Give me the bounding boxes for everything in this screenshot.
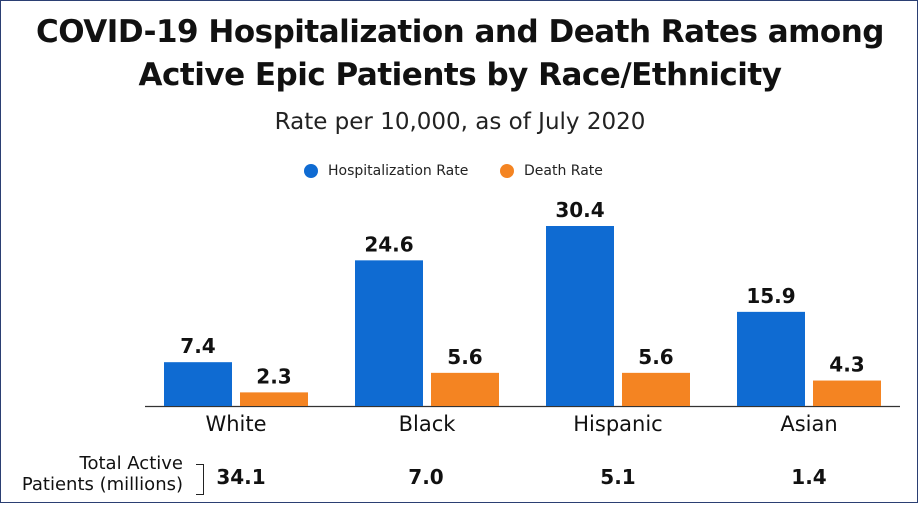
data-label-death-hispanic: 5.6 [638, 345, 673, 369]
data-label-death-white: 2.3 [256, 364, 291, 388]
legend-swatch-death [500, 164, 514, 178]
bar-death-asian [813, 380, 881, 406]
data-label-hospitalization-hispanic: 30.4 [555, 198, 604, 222]
totals-label-line-2: Patients (millions) [21, 474, 183, 495]
legend-item-hospitalization: Hospitalization Rate [304, 163, 468, 179]
total-value-asian: 1.4 [791, 465, 827, 489]
bar-hospitalization-hispanic [546, 226, 614, 406]
total-value-hispanic: 5.1 [600, 465, 636, 489]
totals-label: Total Active Patients (millions) [0, 453, 183, 495]
chart-title-line-2: Active Epic Patients by Race/Ethnicity [138, 57, 782, 93]
data-label-hospitalization-asian: 15.9 [746, 284, 795, 308]
data-label-death-asian: 4.3 [829, 353, 864, 377]
x-tick-label-asian: Asian [780, 412, 837, 436]
legend: Hospitalization Rate Death Rate [0, 163, 920, 183]
total-value-black: 7.0 [408, 465, 444, 489]
bar-death-hispanic [622, 372, 690, 406]
bar-death-white [240, 392, 308, 406]
bar-hospitalization-white [164, 362, 232, 406]
data-label-death-black: 5.6 [447, 345, 482, 369]
legend-swatch-hospitalization [304, 164, 318, 178]
totals-label-line-1: Total Active [79, 453, 183, 474]
bar-hospitalization-asian [737, 311, 805, 406]
x-tick-label-hispanic: Hispanic [573, 412, 662, 436]
chart-title-line-1: COVID-19 Hospitalization and Death Rates… [36, 14, 884, 50]
data-label-hospitalization-black: 24.6 [364, 232, 413, 256]
bar-death-black [431, 372, 499, 406]
x-tick-label-black: Black [399, 412, 457, 436]
totals-bracket [196, 464, 204, 495]
data-label-hospitalization-white: 7.4 [180, 334, 215, 358]
legend-item-death: Death Rate [500, 163, 603, 179]
legend-label-death: Death Rate [524, 163, 603, 179]
total-value-white: 34.1 [216, 465, 266, 489]
x-tick-label-white: White [205, 412, 266, 436]
bar-hospitalization-black [355, 260, 423, 406]
legend-label-hospitalization: Hospitalization Rate [328, 163, 469, 179]
chart-subtitle: Rate per 10,000, as of July 2020 [274, 109, 646, 135]
